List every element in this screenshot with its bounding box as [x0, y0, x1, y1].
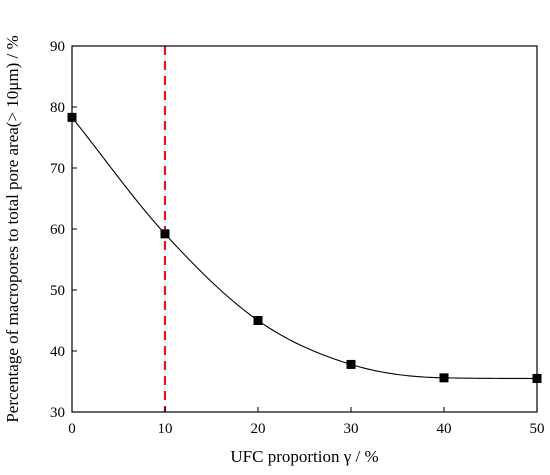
y-axis-title: Percentage of macropores to total pore a…: [3, 35, 22, 422]
y-tick-label: 80: [50, 100, 65, 116]
y-tick-label: 40: [50, 344, 65, 360]
x-axis-title: UFC proportion γ / %: [230, 447, 378, 466]
data-point: [160, 229, 170, 239]
y-tick-label: 60: [50, 222, 65, 238]
x-tick-label: 50: [530, 421, 545, 437]
x-tick-label: 30: [344, 421, 359, 437]
data-point: [346, 359, 356, 369]
y-tick-label: 70: [50, 161, 65, 177]
y-tick-label: 90: [50, 39, 65, 55]
x-tick-label: 0: [68, 421, 76, 437]
x-tick-label: 40: [437, 421, 452, 437]
data-point: [253, 316, 263, 325]
series-line: [71, 117, 537, 379]
data-point: [439, 373, 449, 383]
x-tick-label: 10: [158, 421, 173, 437]
x-tick-label: 20: [251, 421, 266, 437]
y-tick-label: 50: [50, 283, 65, 299]
plot-area-frame: [71, 45, 538, 413]
y-tick-label: 30: [50, 405, 65, 421]
